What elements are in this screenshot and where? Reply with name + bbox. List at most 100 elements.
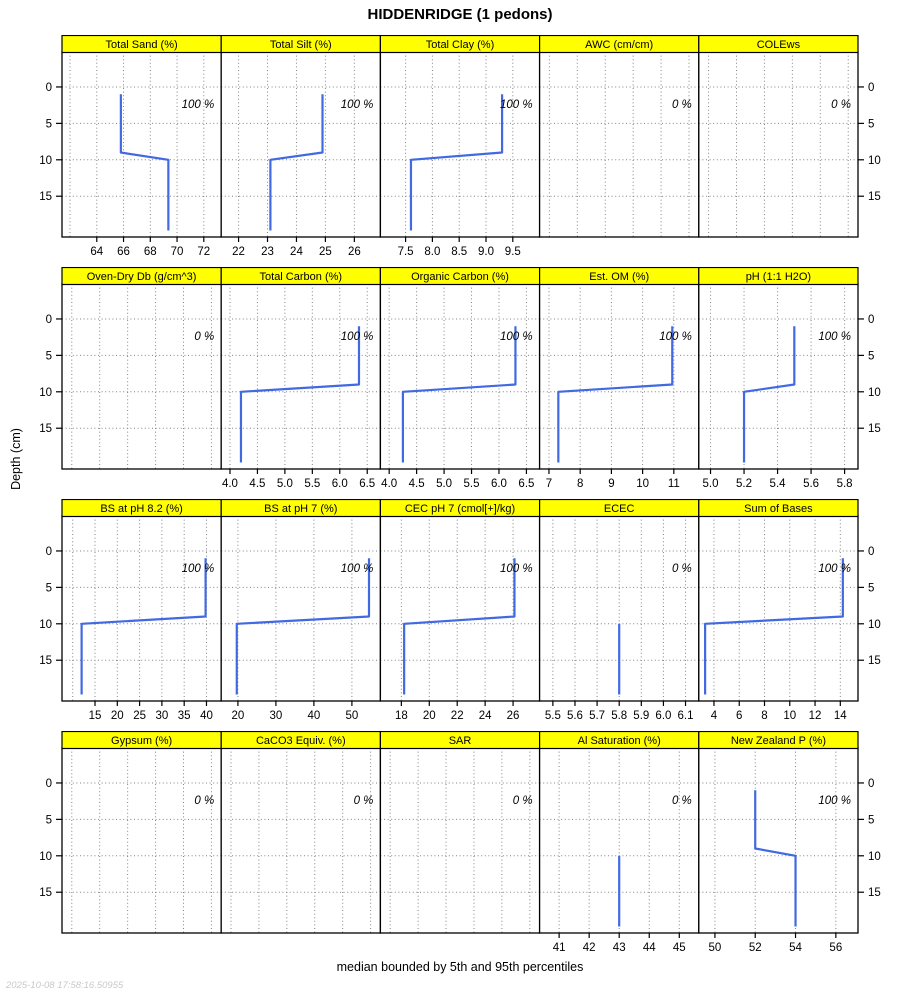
pedon-percent-annotation: 100 %	[182, 563, 215, 575]
median-depth-profile-line	[235, 558, 371, 695]
panel-ph-1-1-h2o: 100 % pH (1:1 H2O) 5.0 5.2 5.4 5.6 5.8	[698, 267, 859, 490]
x-tick-label: 5.0	[703, 478, 719, 490]
panel-strip-title: CaCO3 Equiv. (%)	[256, 735, 346, 747]
x-tick-label: 64	[90, 246, 103, 258]
panel-strip-title: Total Carbon (%)	[260, 271, 343, 283]
x-tick-label: 24	[479, 710, 492, 722]
panel-total-silt: 100 % Total Silt (%) 22 23 24 25 26	[220, 35, 382, 258]
depth-tick-label-right: 0	[868, 314, 874, 326]
x-tick-label: 68	[144, 246, 157, 258]
median-depth-profile-line	[403, 558, 516, 695]
pedon-percent-annotation: 0 %	[513, 795, 533, 807]
panel-strip-title: COLEws	[757, 39, 801, 51]
x-tick-label: 6.5	[359, 478, 375, 490]
x-tick-label: 23	[261, 246, 274, 258]
panel-area	[62, 284, 222, 469]
panel-area	[539, 52, 699, 237]
x-tick-label: 72	[197, 246, 210, 258]
panel-est-om: 100 % Est. OM (%) 7 8 9 10 11	[538, 267, 700, 490]
x-tick-label: 9.0	[478, 246, 494, 258]
panel-area	[62, 52, 222, 237]
x-tick-label: 44	[643, 942, 656, 954]
panel-strip-title: AWC (cm/cm)	[585, 39, 653, 51]
depth-tick-label-right: 5	[868, 582, 874, 594]
panel-area	[221, 748, 381, 933]
x-tick-label: 50	[346, 710, 359, 722]
x-tick-label: 10	[783, 710, 796, 722]
panel-sum-of-bases: 100 % Sum of Bases 4 6 8 10 12 14	[698, 499, 859, 722]
panel-area	[221, 52, 381, 237]
x-tick-label: 4	[711, 710, 718, 722]
x-tick-label: 24	[290, 246, 303, 258]
depth-tick-label-right: 10	[868, 387, 881, 399]
x-tick-label: 50	[709, 942, 722, 954]
panel-oven-dry-db-g-cm-3: 0 % Oven-Dry Db (g/cm^3)	[61, 267, 222, 470]
x-tick-label: 6.5	[518, 478, 534, 490]
depth-tick-label-right: 5	[868, 350, 874, 362]
depth-tick-label-left: 0	[46, 82, 52, 94]
pedon-percent-annotation: 0 %	[672, 99, 692, 111]
x-tick-label: 6.1	[678, 710, 694, 722]
panel-strip-title: BS at pH 8.2 (%)	[100, 503, 183, 515]
panel-strip	[698, 267, 859, 286]
x-tick-label: 15	[89, 710, 102, 722]
x-tick-label: 30	[155, 710, 168, 722]
panel-caco3-equiv: 0 % CaCO3 Equiv. (%)	[220, 731, 382, 934]
panel-area	[221, 284, 381, 469]
panel-total-carbon: 100 % Total Carbon (%) 4.0 4.5 5.0 5.5 6.0 6.5	[220, 267, 382, 490]
x-tick-label: 10	[636, 478, 649, 490]
figure-caption: median bounded by 5th and 95th percentil…	[336, 960, 584, 974]
x-tick-label: 4.5	[249, 478, 265, 490]
depth-tick-label-left: 10	[39, 851, 52, 863]
panel-area	[698, 516, 858, 701]
pedon-percent-annotation: 100 %	[341, 331, 374, 343]
depth-tick-label-left: 15	[39, 423, 52, 435]
panel-total-sand: 100 % Total Sand (%) 64 66 68 70 72	[61, 35, 222, 258]
pedon-percent-annotation: 100 %	[182, 99, 215, 111]
x-tick-label: 5.5	[304, 478, 320, 490]
depth-tick-label-left: 5	[46, 814, 52, 826]
x-tick-label: 30	[270, 710, 283, 722]
x-tick-label: 5.0	[277, 478, 293, 490]
x-tick-label: 4.0	[381, 478, 397, 490]
median-depth-profile-line	[754, 790, 797, 927]
panel-area	[221, 516, 381, 701]
panel-gypsum: 0 % Gypsum (%)	[61, 731, 222, 934]
panel-bs-at-ph-7: 100 % BS at pH 7 (%) 20 30 40 50	[220, 499, 382, 722]
panel-area	[380, 284, 540, 469]
pedon-percent-annotation: 100 %	[818, 563, 851, 575]
panel-awc-cm-cm: 0 % AWC (cm/cm)	[538, 35, 700, 238]
x-tick-label: 20	[423, 710, 436, 722]
panel-strip-title: Al Saturation (%)	[578, 735, 661, 747]
depth-tick-label-left: 0	[46, 778, 52, 790]
x-tick-label: 8.0	[424, 246, 440, 258]
pedon-percent-annotation: 0 %	[831, 99, 851, 111]
x-tick-label: 14	[834, 710, 847, 722]
panel-cec-ph-7-cmol-kg: 100 % CEC pH 7 (cmol[+]/kg) 18 20 22 24 26	[379, 499, 541, 722]
depth-tick-label-left: 15	[39, 191, 52, 203]
panel-strip-title: BS at pH 7 (%)	[264, 503, 337, 515]
median-depth-profile-line	[269, 94, 324, 231]
depth-tick-label-right: 15	[868, 191, 881, 203]
x-tick-label: 6.0	[655, 710, 671, 722]
x-tick-label: 26	[348, 246, 361, 258]
panel-strip-title: Total Clay (%)	[426, 39, 494, 51]
x-tick-label: 70	[171, 246, 184, 258]
depth-tick-label-left: 0	[46, 546, 52, 558]
timestamp-watermark: 2025-10-08 17:58:16.50955	[6, 980, 124, 991]
x-tick-label: 5.6	[567, 710, 583, 722]
panel-area	[380, 748, 540, 933]
x-tick-label: 5.5	[464, 478, 480, 490]
panel-area	[380, 516, 540, 701]
x-tick-label: 5.5	[545, 710, 561, 722]
x-tick-label: 4.5	[409, 478, 425, 490]
x-tick-label: 5.6	[803, 478, 819, 490]
x-tick-label: 8	[761, 710, 767, 722]
x-tick-label: 4.0	[222, 478, 238, 490]
depth-tick-label-right: 5	[868, 118, 874, 130]
x-tick-label: 26	[507, 710, 520, 722]
panel-strip	[698, 499, 859, 518]
